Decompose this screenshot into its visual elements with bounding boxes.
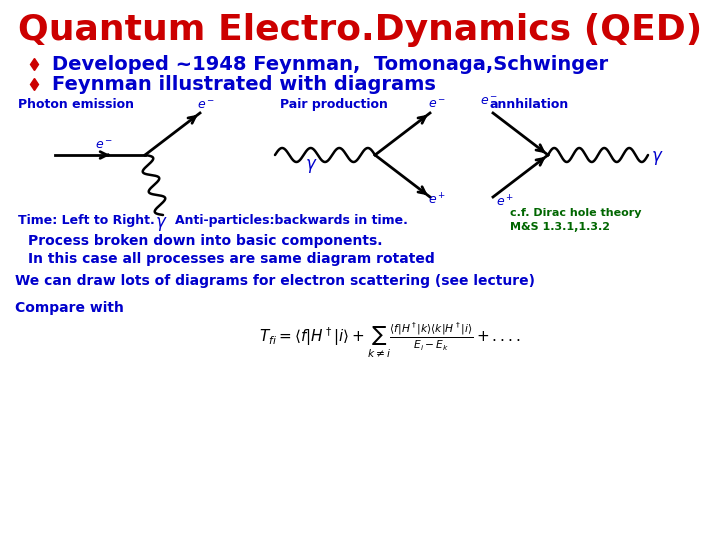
- Text: Quantum Electro.Dynamics (QED): Quantum Electro.Dynamics (QED): [18, 13, 702, 47]
- Text: $e^-$: $e^-$: [428, 98, 446, 111]
- Text: Time: Left to Right.: Time: Left to Right.: [18, 214, 155, 227]
- Text: Feynman illustrated with diagrams: Feynman illustrated with diagrams: [52, 75, 436, 93]
- Text: Developed ~1948 Feynman,  Tomonaga,Schwinger: Developed ~1948 Feynman, Tomonaga,Schwin…: [52, 55, 608, 73]
- Text: $e^-$: $e^-$: [480, 95, 498, 108]
- Text: $\gamma$: $\gamma$: [305, 157, 318, 175]
- Text: $e^+$: $e^+$: [496, 195, 514, 210]
- Text: Pair production: Pair production: [280, 98, 388, 111]
- Text: $e^-$: $e^-$: [197, 99, 215, 112]
- Text: $T_{fi} = \langle f|H^\dagger|i\rangle + \sum_{k\neq i} \frac{\langle f|H^\dagge: $T_{fi} = \langle f|H^\dagger|i\rangle +…: [259, 320, 521, 360]
- Text: $e^+$: $e^+$: [428, 193, 446, 208]
- Text: $\gamma$: $\gamma$: [155, 215, 168, 233]
- Text: Photon emission: Photon emission: [18, 98, 134, 111]
- Text: In this case all processes are same diagram rotated: In this case all processes are same diag…: [28, 252, 435, 266]
- Text: annhilation: annhilation: [490, 98, 570, 111]
- Text: Process broken down into basic components.: Process broken down into basic component…: [28, 234, 382, 248]
- Text: $\gamma$: $\gamma$: [651, 149, 664, 167]
- Text: Compare with: Compare with: [15, 301, 124, 315]
- Text: $e^-$: $e^-$: [95, 139, 113, 152]
- Text: Anti-particles:backwards in time.: Anti-particles:backwards in time.: [175, 214, 408, 227]
- Text: We can draw lots of diagrams for electron scattering (see lecture): We can draw lots of diagrams for electro…: [15, 274, 535, 288]
- Text: c.f. Dirac hole theory
M&S 1.3.1,1.3.2: c.f. Dirac hole theory M&S 1.3.1,1.3.2: [510, 208, 642, 232]
